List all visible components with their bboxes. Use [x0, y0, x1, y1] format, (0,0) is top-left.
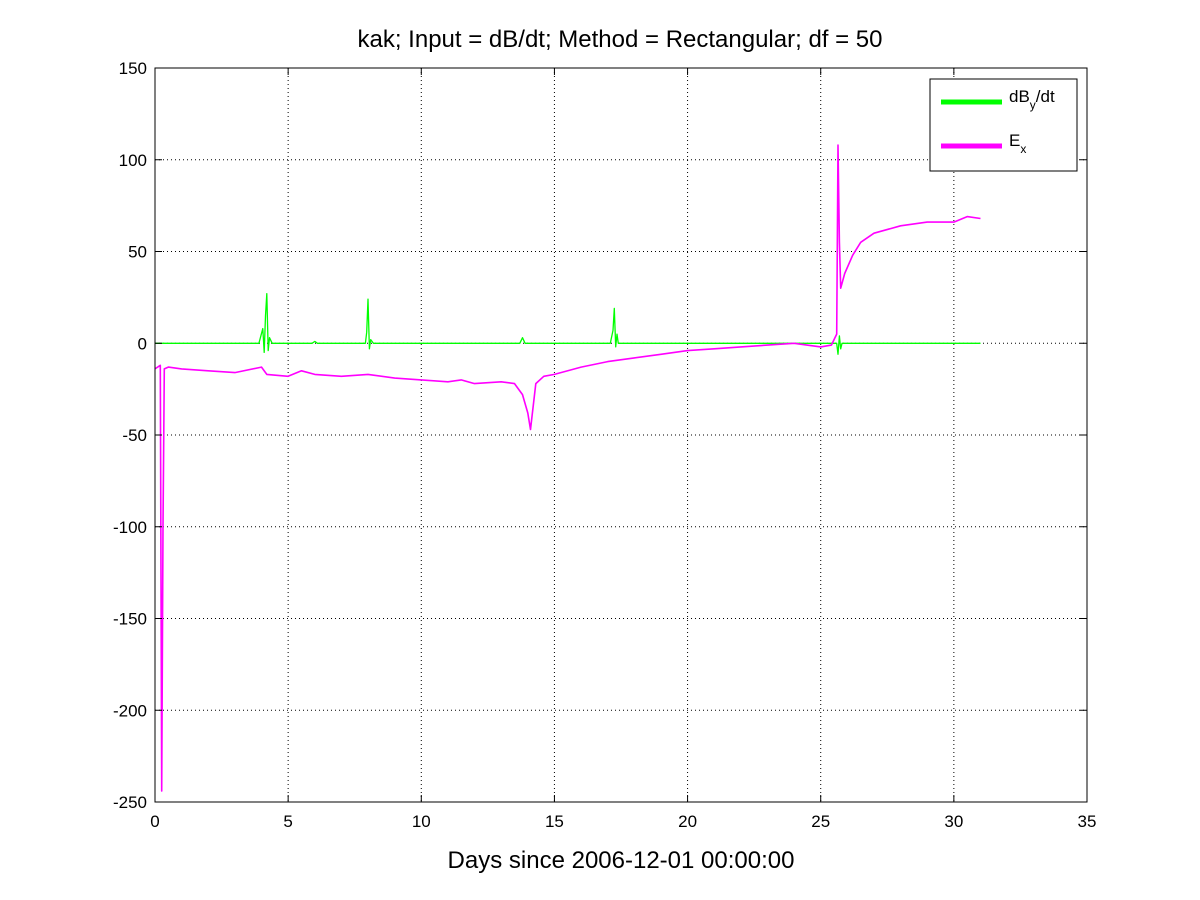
x-tick-label: 0 — [150, 812, 159, 831]
data-series — [154, 144, 981, 792]
x-tick-label: 30 — [944, 812, 963, 831]
y-tick-label: 50 — [128, 243, 147, 262]
x-tick-label: 20 — [678, 812, 697, 831]
series-dbydt-line — [155, 293, 981, 355]
legend-label-dbydt: dBy/dt — [1009, 87, 1055, 112]
legend-box — [929, 78, 1078, 172]
y-tick-label: -100 — [113, 518, 147, 537]
y-axis-ticks: -250 -200 -150 -100 -50 0 50 100 150 — [113, 59, 1087, 812]
legend-label-ex: Ex — [1009, 131, 1026, 156]
x-tick-label: 5 — [283, 812, 292, 831]
series-ex-line — [154, 144, 981, 792]
y-tick-label: -200 — [113, 701, 147, 720]
y-tick-label: 0 — [138, 334, 147, 353]
y-tick-label: 150 — [119, 59, 147, 78]
x-axis-label: Days since 2006-12-01 00:00:00 — [448, 847, 795, 874]
legend: dBy/dt Ex — [929, 78, 1078, 172]
chart-title: kak; Input = dB/dt; Method = Rectangular… — [358, 26, 883, 53]
y-tick-label: -250 — [113, 793, 147, 812]
x-tick-label: 10 — [412, 812, 431, 831]
x-tick-label: 15 — [545, 812, 564, 831]
x-tick-label: 25 — [811, 812, 830, 831]
y-tick-label: -150 — [113, 610, 147, 629]
y-tick-label: 100 — [119, 151, 147, 170]
x-axis-ticks: 0 5 10 15 20 25 30 35 — [150, 68, 1096, 831]
x-tick-label: 35 — [1078, 812, 1097, 831]
y-tick-label: -50 — [122, 426, 147, 445]
